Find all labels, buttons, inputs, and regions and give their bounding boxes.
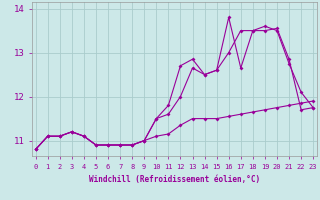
X-axis label: Windchill (Refroidissement éolien,°C): Windchill (Refroidissement éolien,°C) xyxy=(89,175,260,184)
